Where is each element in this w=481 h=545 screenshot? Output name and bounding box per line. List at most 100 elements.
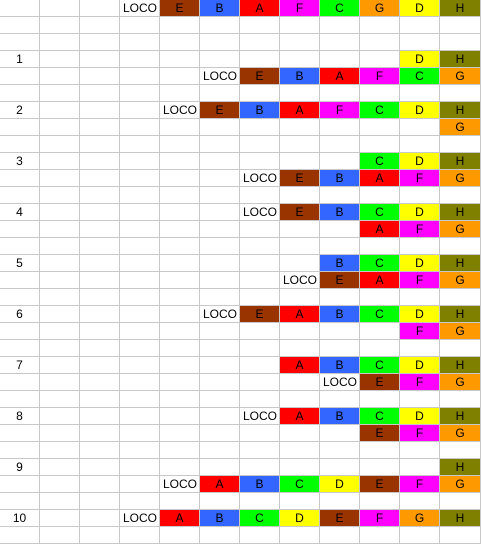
empty-cell	[40, 442, 80, 459]
empty-cell	[440, 391, 481, 408]
empty-cell	[80, 170, 120, 187]
sheet-row	[0, 289, 481, 306]
empty-cell	[320, 85, 360, 102]
empty-cell	[40, 102, 80, 119]
empty-cell	[160, 340, 200, 357]
wagon-cell-g: G	[440, 119, 481, 136]
wagon-cell-d: D	[400, 204, 440, 221]
empty-cell	[120, 493, 160, 510]
loco-cell: LOCO	[240, 170, 280, 187]
empty-cell	[40, 85, 80, 102]
empty-cell	[240, 289, 280, 306]
empty-cell	[160, 204, 200, 221]
step-number-cell: 3	[0, 153, 40, 170]
step-number-cell	[0, 170, 40, 187]
wagon-cell-g: G	[440, 476, 481, 493]
empty-cell	[400, 34, 440, 51]
wagon-cell-f: F	[320, 102, 360, 119]
empty-cell	[120, 238, 160, 255]
empty-cell	[40, 0, 80, 17]
empty-cell	[40, 170, 80, 187]
empty-cell	[440, 34, 481, 51]
wagon-cell-a: A	[360, 221, 400, 238]
empty-cell	[80, 459, 120, 476]
empty-cell	[240, 17, 280, 34]
empty-cell	[120, 34, 160, 51]
empty-cell	[160, 153, 200, 170]
wagon-cell-f: F	[280, 0, 320, 17]
wagon-cell-h: H	[440, 459, 481, 476]
empty-cell	[240, 221, 280, 238]
wagon-cell-b: B	[320, 357, 360, 374]
loco-cell: LOCO	[280, 272, 320, 289]
step-number-cell: 9	[0, 459, 40, 476]
empty-cell	[360, 34, 400, 51]
step-number-cell	[0, 323, 40, 340]
empty-cell	[360, 527, 400, 544]
empty-cell	[80, 340, 120, 357]
empty-cell	[360, 493, 400, 510]
sheet-row: 8LOCOABCDHV1	[0, 408, 481, 425]
step-number-cell: 2	[0, 102, 40, 119]
empty-cell	[200, 357, 240, 374]
empty-cell	[320, 17, 360, 34]
empty-cell	[80, 442, 120, 459]
empty-cell	[40, 272, 80, 289]
empty-cell	[160, 85, 200, 102]
empty-cell	[280, 425, 320, 442]
empty-cell	[280, 527, 320, 544]
sheet-row: 1DHV1	[0, 51, 481, 68]
step-number-cell	[0, 272, 40, 289]
empty-cell	[40, 476, 80, 493]
wagon-cell-e: E	[280, 170, 320, 187]
wagon-cell-c: C	[280, 476, 320, 493]
empty-cell	[280, 459, 320, 476]
empty-cell	[360, 323, 400, 340]
wagon-cell-b: B	[320, 204, 360, 221]
empty-cell	[80, 85, 120, 102]
empty-cell	[240, 493, 280, 510]
empty-cell	[280, 374, 320, 391]
empty-cell	[320, 442, 360, 459]
empty-cell	[160, 221, 200, 238]
empty-cell	[80, 68, 120, 85]
empty-cell	[360, 119, 400, 136]
empty-cell	[80, 510, 120, 527]
step-number-cell	[0, 17, 40, 34]
step-number-cell	[0, 476, 40, 493]
empty-cell	[160, 51, 200, 68]
sheet-row: LOCOEBAFGV2	[0, 170, 481, 187]
empty-cell	[440, 289, 481, 306]
empty-cell	[120, 476, 160, 493]
step-number-cell	[0, 119, 40, 136]
sheet-row: V2	[0, 17, 481, 34]
empty-cell	[240, 255, 280, 272]
empty-cell	[40, 204, 80, 221]
empty-cell	[120, 136, 160, 153]
empty-cell	[40, 527, 80, 544]
empty-cell	[320, 51, 360, 68]
empty-cell	[200, 272, 240, 289]
empty-cell	[120, 374, 160, 391]
step-number-cell: 5	[0, 255, 40, 272]
empty-cell	[160, 493, 200, 510]
empty-cell	[360, 289, 400, 306]
wagon-cell-a: A	[280, 306, 320, 323]
loco-cell: LOCO	[200, 306, 240, 323]
sheet-row	[0, 238, 481, 255]
sheet-row: FGV2	[0, 323, 481, 340]
empty-cell	[320, 323, 360, 340]
empty-cell	[400, 459, 440, 476]
empty-cell	[200, 221, 240, 238]
loco-cell: LOCO	[160, 102, 200, 119]
wagon-cell-d: D	[400, 255, 440, 272]
empty-cell	[40, 153, 80, 170]
empty-cell	[200, 323, 240, 340]
wagon-cell-g: G	[440, 170, 481, 187]
empty-cell	[360, 51, 400, 68]
wagon-cell-b: B	[320, 170, 360, 187]
empty-cell	[200, 442, 240, 459]
empty-cell	[40, 221, 80, 238]
empty-cell	[440, 442, 481, 459]
